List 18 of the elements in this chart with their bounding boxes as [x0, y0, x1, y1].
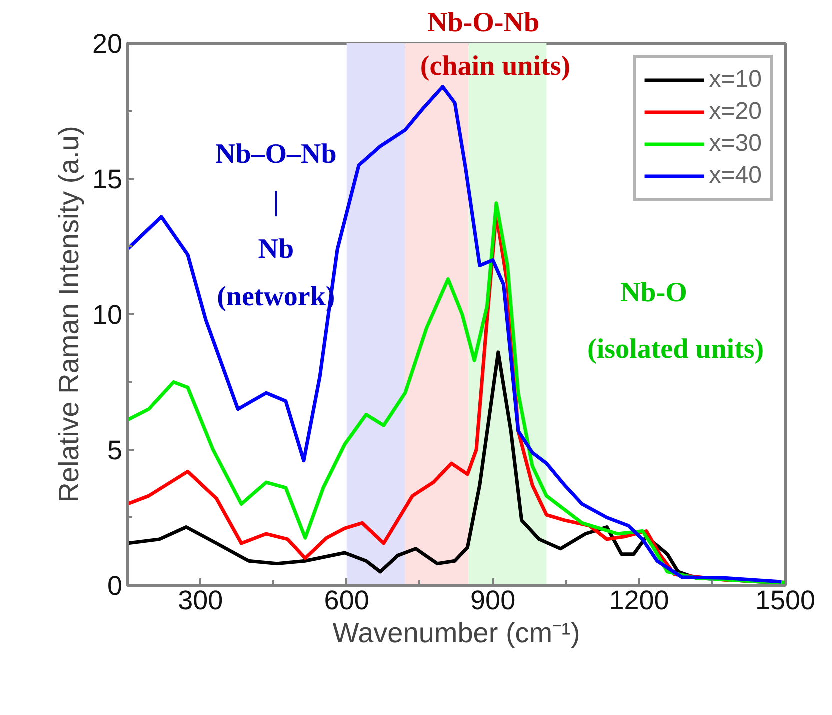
x-axis-title: Wavenumber (cm⁻¹)	[332, 618, 580, 648]
legend-label: x=10	[709, 66, 762, 94]
x-tick-label: 900	[470, 586, 516, 616]
x-tick-label: 300	[178, 586, 224, 616]
y-tick-label: 10	[92, 300, 123, 330]
x-tick-label: 600	[324, 586, 370, 616]
y-tick-label: 20	[92, 29, 123, 59]
legend-label: x=20	[709, 98, 762, 126]
y-axis-title: Relative Raman Intensity (a.u)	[53, 126, 84, 503]
x-tick-label: 1500	[755, 586, 816, 616]
y-tick-label: 0	[107, 571, 123, 601]
band-label: Nb-O (isolated units)	[588, 277, 764, 366]
text: Nb-O-Nb (chain units)	[420, 8, 571, 82]
legend-label: x=40	[709, 162, 762, 190]
y-tick-label: 15	[92, 164, 123, 194]
y-tick-label: 5	[107, 436, 123, 466]
x-tick-label: 1200	[609, 586, 670, 616]
legend-label: x=30	[709, 130, 762, 158]
